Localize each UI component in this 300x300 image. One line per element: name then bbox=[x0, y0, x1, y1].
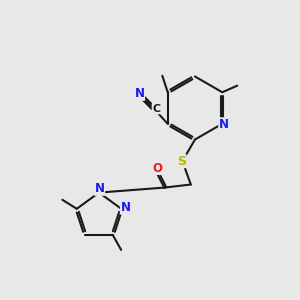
Text: N: N bbox=[134, 87, 145, 100]
Text: O: O bbox=[152, 161, 162, 175]
Text: N: N bbox=[94, 182, 105, 195]
Text: N: N bbox=[219, 118, 229, 131]
Text: N: N bbox=[121, 201, 130, 214]
Text: S: S bbox=[177, 154, 186, 168]
Text: C: C bbox=[152, 104, 160, 114]
